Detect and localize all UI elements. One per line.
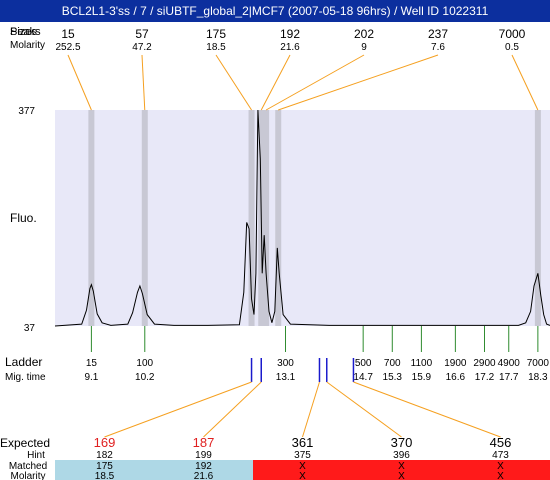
peak-size-label: 237 — [428, 27, 448, 41]
match-cell-bg — [55, 460, 155, 480]
hint-value: 375 — [294, 450, 311, 461]
ladder-time-label: 13.1 — [276, 372, 296, 383]
ladder-size-label: 500 — [355, 358, 372, 369]
matched-molarity-value: X — [398, 471, 405, 480]
peak-size-label: 202 — [354, 27, 374, 41]
expected-connector — [203, 381, 262, 438]
row-label-molarity: Molarity — [10, 40, 45, 51]
ladder-label: Ladder — [5, 355, 42, 369]
expected-connector — [326, 381, 402, 438]
peak-band — [534, 110, 541, 326]
ladder-size-label: 100 — [136, 358, 153, 369]
ladder-size-label: 1100 — [411, 358, 433, 369]
ladder-time-label: 18.3 — [528, 372, 548, 383]
ladder-size-label: 700 — [384, 358, 401, 369]
peak-band — [141, 110, 148, 326]
ladder-size-label: 15 — [86, 358, 98, 369]
match-cell-bg — [352, 460, 452, 480]
peak-connector — [67, 54, 92, 111]
ladder-time-label: 15.9 — [412, 372, 432, 383]
peak-size-label: 15 — [61, 27, 75, 41]
ladder-size-label: 300 — [277, 358, 294, 369]
peak-molarity-label: 47.2 — [132, 42, 152, 53]
ladder-time-label: 10.2 — [135, 372, 155, 383]
peak-band — [263, 110, 270, 326]
matched-molarity-value: X — [299, 471, 306, 480]
y-axis-max-label: 377 — [18, 106, 35, 117]
ladder-size-label: 2900 — [473, 358, 496, 369]
peak-connector — [511, 54, 539, 111]
matched-value: X — [299, 461, 306, 472]
peak-size-label: 57 — [135, 27, 149, 41]
peak-band — [88, 110, 95, 326]
row-label-peaks: Peaks — [10, 26, 41, 38]
ladder-time-label: 16.6 — [446, 372, 466, 383]
hint-value: 199 — [195, 450, 212, 461]
y-axis-min-label: 37 — [24, 323, 36, 334]
hint-value: 473 — [492, 450, 509, 461]
match-cell-bg — [451, 460, 550, 480]
ladder-time-label: 17.2 — [475, 372, 495, 383]
peak-molarity-label: 7.6 — [431, 42, 445, 53]
peak-size-label: 7000 — [499, 27, 526, 41]
expected-value: 456 — [490, 435, 512, 450]
matched-value: X — [398, 461, 405, 472]
match-cell-bg — [253, 460, 353, 480]
peak-molarity-label: 21.6 — [280, 42, 300, 53]
hint-value: 182 — [96, 450, 113, 461]
peak-band — [248, 110, 255, 326]
chart-title: BCL2L1-3'ss / 7 / siUBTF_global_2|MCF7 (… — [0, 0, 550, 22]
matched-value: X — [497, 461, 504, 472]
plot-area — [55, 110, 550, 326]
row-label-sizes: Sizes — [10, 26, 37, 38]
matched-value: 192 — [195, 461, 212, 472]
ladder-time-label: 9.1 — [84, 372, 98, 383]
ladder-size-label: 7000 — [527, 358, 550, 369]
peak-molarity-label: 18.5 — [206, 42, 226, 53]
peak-molarity-label: 252.5 — [55, 42, 80, 53]
y-axis-title: Fluo. — [10, 211, 37, 225]
ladder-time-label: 14.7 — [353, 372, 373, 383]
expected-connector — [104, 381, 252, 438]
peak-connector — [265, 54, 365, 111]
expected-value: 370 — [391, 435, 413, 450]
matched-molarity-value: 18.5 — [95, 471, 115, 480]
ladder-size-label: 4900 — [498, 358, 521, 369]
expected-value: 361 — [292, 435, 314, 450]
peak-molarity-label: 9 — [361, 42, 367, 53]
peak-size-label: 192 — [280, 27, 300, 41]
expected-connector — [353, 381, 501, 438]
ladder-time-label: 17.7 — [499, 372, 519, 383]
peak-connector — [141, 54, 146, 111]
matched-value: 175 — [96, 461, 113, 472]
expected-value: 169 — [94, 435, 116, 450]
expected-row-label: Expected — [0, 436, 50, 450]
hint-row-label: Hint — [27, 450, 45, 461]
peak-connector — [215, 54, 252, 111]
mig-time-label: Mig. time — [5, 372, 46, 383]
peak-molarity-label: 0.5 — [505, 42, 519, 53]
matched-row-label: Matched — [9, 461, 47, 472]
molarity-row-label: Molarity — [10, 471, 45, 480]
peak-connector — [260, 54, 291, 111]
matched-molarity-value: X — [497, 471, 504, 480]
peak-connector — [278, 54, 439, 111]
expected-connector — [302, 381, 320, 438]
hint-value: 396 — [393, 450, 410, 461]
expected-value: 187 — [193, 435, 215, 450]
peak-band — [275, 110, 282, 326]
ladder-size-label: 1900 — [444, 358, 467, 369]
ladder-time-label: 15.3 — [383, 372, 403, 383]
fluorescence-trace — [54, 109, 550, 327]
matched-molarity-value: 21.6 — [194, 471, 214, 480]
match-cell-bg — [154, 460, 254, 480]
peak-size-label: 175 — [206, 27, 226, 41]
